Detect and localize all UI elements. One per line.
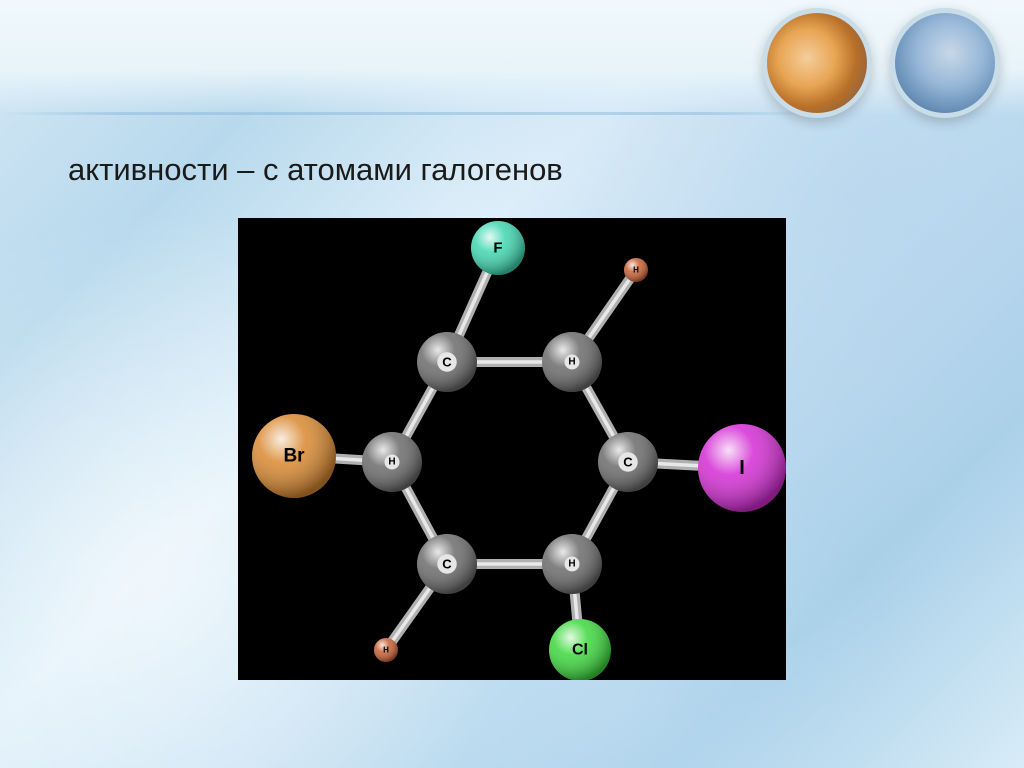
svg-text:C: C	[442, 557, 452, 572]
svg-text:Cl: Cl	[572, 642, 588, 659]
pills-image-placeholder	[767, 13, 867, 113]
molecule-diagram: C H C H C H F H I Cl H Br	[238, 218, 786, 680]
svg-text:H: H	[568, 357, 575, 368]
svg-text:C: C	[442, 355, 452, 370]
svg-text:H: H	[633, 266, 639, 275]
svg-text:Br: Br	[283, 446, 305, 467]
atoms-group: C H C H C H F H I Cl H Br	[252, 221, 786, 680]
header-thumbnail-pills	[762, 8, 872, 118]
header-image-group	[762, 8, 1000, 118]
svg-text:F: F	[493, 240, 502, 257]
svg-text:I: I	[739, 457, 745, 479]
svg-text:H: H	[568, 559, 575, 570]
header-thumbnail-scientist	[890, 8, 1000, 118]
scientist-image-placeholder	[895, 13, 995, 113]
svg-text:C: C	[623, 455, 633, 470]
svg-text:H: H	[383, 646, 389, 655]
header-divider	[0, 112, 824, 115]
bonds-group	[294, 248, 742, 650]
slide-title: активности – с атомами галогенов	[68, 152, 563, 188]
molecule-svg: C H C H C H F H I Cl H Br	[238, 218, 786, 680]
svg-text:H: H	[388, 457, 395, 468]
